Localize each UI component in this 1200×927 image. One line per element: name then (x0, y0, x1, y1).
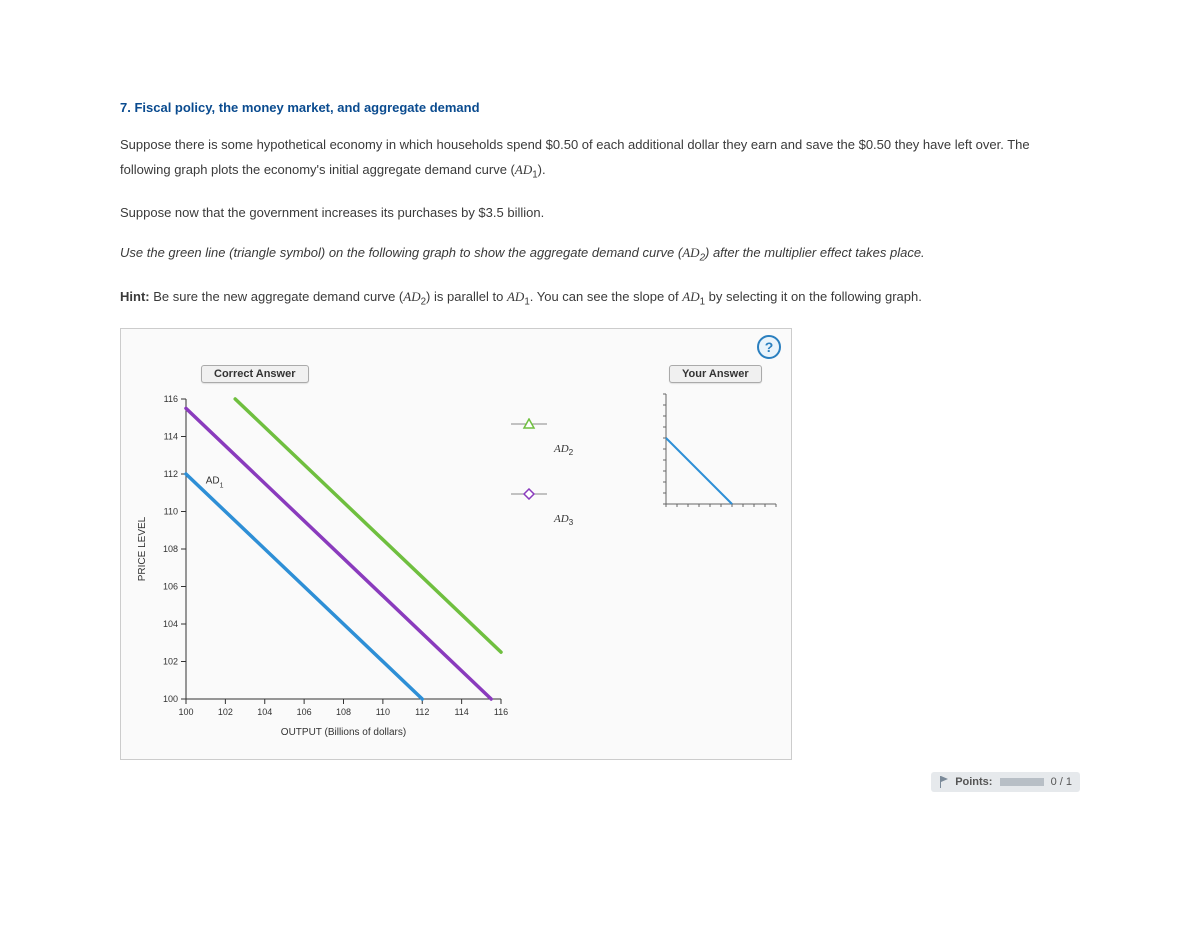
svg-text:102: 102 (163, 656, 178, 666)
p3-text-a: Use the green line (triangle symbol) on … (120, 245, 682, 260)
legend: AD2 AD3 (511, 414, 573, 548)
mini-chart[interactable] (651, 389, 781, 522)
points-label: Points: (955, 776, 992, 788)
p3-ad2-var: AD (682, 245, 699, 260)
p1-ad1-var: AD (515, 162, 532, 177)
paragraph-2: Suppose now that the government increase… (120, 201, 1080, 226)
hint-paragraph: Hint: Be sure the new aggregate demand c… (120, 285, 1080, 312)
hint-label: Hint: (120, 289, 150, 304)
legend-ad2-label: AD2 (554, 443, 573, 457)
flag-icon (939, 776, 949, 788)
hint-ad1b-var: AD (682, 289, 699, 304)
p1-text-a: Suppose there is some hypothetical econo… (120, 137, 1030, 177)
svg-text:108: 108 (336, 707, 351, 717)
svg-text:110: 110 (376, 707, 390, 717)
svg-text:114: 114 (164, 431, 178, 441)
svg-text:PRICE LEVEL: PRICE LEVEL (137, 516, 148, 581)
svg-text:112: 112 (164, 469, 178, 479)
p1-text-b: ). (538, 162, 546, 177)
svg-text:116: 116 (164, 394, 178, 404)
points-pill: Points: 0 / 1 (931, 772, 1080, 792)
question-title: 7. Fiscal policy, the money market, and … (120, 100, 1080, 115)
diamond-marker-icon (511, 488, 547, 500)
hint-c: . You can see the slope of (530, 289, 683, 304)
legend-item-ad3[interactable] (511, 484, 573, 504)
tab-your-answer[interactable]: Your Answer (669, 365, 762, 383)
svg-text:AD1: AD1 (206, 475, 224, 489)
svg-text:OUTPUT (Billions of dollars): OUTPUT (Billions of dollars) (281, 727, 406, 738)
hint-b: ) is parallel to (426, 289, 507, 304)
paragraph-1: Suppose there is some hypothetical econo… (120, 133, 1080, 185)
help-icon[interactable]: ? (757, 335, 781, 359)
hint-ad2-var: AD (403, 289, 420, 304)
svg-text:100: 100 (163, 694, 178, 704)
svg-text:102: 102 (218, 707, 233, 717)
svg-text:100: 100 (178, 707, 193, 717)
triangle-marker-icon (511, 418, 547, 430)
svg-text:104: 104 (257, 707, 272, 717)
svg-text:114: 114 (454, 707, 468, 717)
svg-text:116: 116 (494, 707, 508, 717)
svg-text:104: 104 (163, 619, 178, 629)
legend-item-ad2[interactable] (511, 414, 573, 434)
paragraph-3: Use the green line (triangle symbol) on … (120, 241, 1080, 268)
points-score: 0 / 1 (1051, 776, 1072, 788)
score-bar (1000, 778, 1044, 786)
hint-d: by selecting it on the following graph. (705, 289, 922, 304)
svg-text:106: 106 (297, 707, 312, 717)
tab-correct-answer[interactable]: Correct Answer (201, 365, 309, 383)
svg-text:112: 112 (415, 707, 429, 717)
hint-a: Be sure the new aggregate demand curve ( (150, 289, 404, 304)
svg-text:106: 106 (163, 581, 178, 591)
svg-text:110: 110 (164, 506, 178, 516)
main-chart[interactable]: 100 102 104 106 108 110 112 114 116 100 102 104 106 1… (131, 389, 511, 749)
chart-panel: ? Correct Answer Your Answer 10010210410… (120, 328, 792, 760)
svg-text:108: 108 (163, 544, 178, 554)
hint-ad1-var: AD (507, 289, 524, 304)
p3-text-b: ) after the multiplier effect takes plac… (705, 245, 925, 260)
legend-ad3-label: AD3 (554, 513, 573, 527)
